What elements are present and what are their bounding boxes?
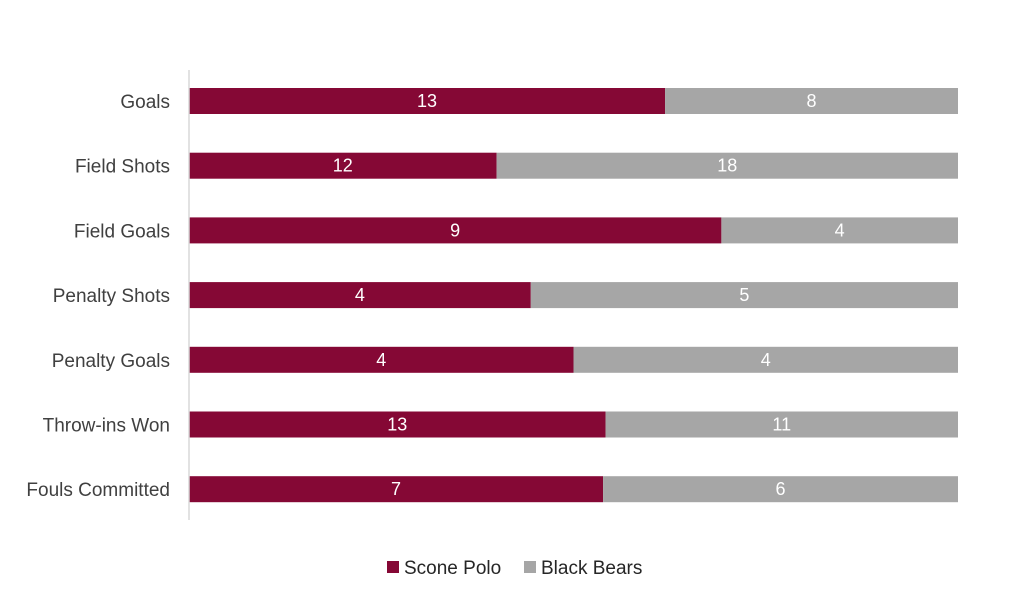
bars-layer — [189, 88, 958, 503]
bar-black-bears-penalty-goals — [573, 346, 958, 373]
bar-black-bears-throw-ins-won — [605, 411, 958, 438]
value-label-black-bears-field-shots: 18 — [717, 156, 737, 176]
value-label-black-bears-goals: 8 — [807, 91, 817, 111]
bar-black-bears-penalty-shots — [530, 282, 958, 309]
value-label-black-bears-throw-ins-won: 11 — [772, 415, 791, 435]
bar-scone-polo-goals — [189, 88, 666, 114]
category-label-throw-ins-won: Throw-ins Won — [43, 416, 170, 437]
bar-black-bears-field-shots — [496, 152, 958, 179]
category-label-goals: Goals — [120, 92, 170, 113]
bar-scone-polo-throw-ins-won — [189, 411, 606, 438]
category-label-field-shots: Field Shots — [75, 157, 170, 178]
category-label-fouls-committed: Fouls Committed — [26, 480, 170, 501]
bar-scone-polo-fouls-committed — [189, 476, 604, 503]
bar-black-bears-field-goals — [721, 217, 958, 244]
legend: Scone Polo Black Bears — [387, 558, 642, 579]
legend-label-scone-polo: Scone Polo — [404, 558, 501, 579]
value-label-black-bears-fouls-committed: 6 — [776, 479, 786, 499]
legend-swatch-black-bears — [524, 561, 536, 573]
category-label-penalty-goals: Penalty Goals — [52, 351, 170, 372]
legend-label-black-bears: Black Bears — [541, 558, 642, 579]
value-label-scone-polo-field-shots: 12 — [333, 156, 353, 176]
value-label-scone-polo-goals: 13 — [417, 91, 437, 111]
bar-scone-polo-penalty-goals — [189, 346, 574, 373]
value-label-scone-polo-throw-ins-won: 13 — [387, 415, 407, 435]
category-labels: Goals Field Shots Field Goals Penalty Shots… — [26, 92, 170, 501]
value-label-scone-polo-penalty-goals: 4 — [376, 350, 386, 370]
category-label-penalty-shots: Penalty Shots — [53, 286, 170, 307]
value-label-black-bears-penalty-goals: 4 — [761, 350, 771, 370]
value-label-black-bears-field-goals: 4 — [835, 220, 845, 240]
value-label-scone-polo-penalty-shots: 4 — [355, 285, 365, 305]
bar-black-bears-goals — [665, 88, 958, 114]
legend-swatch-scone-polo — [387, 561, 399, 573]
bar-scone-polo-field-shots — [189, 152, 497, 179]
category-label-field-goals: Field Goals — [74, 221, 170, 242]
value-label-scone-polo-fouls-committed: 7 — [391, 479, 401, 499]
bar-black-bears-fouls-committed — [603, 476, 958, 503]
value-label-black-bears-penalty-shots: 5 — [739, 285, 749, 305]
value-label-scone-polo-field-goals: 9 — [450, 220, 460, 240]
bar-scone-polo-penalty-shots — [189, 282, 531, 309]
bar-scone-polo-field-goals — [189, 217, 722, 244]
value-labels: 13 8 12 18 9 4 4 5 4 4 13 11 7 6 — [333, 91, 845, 499]
